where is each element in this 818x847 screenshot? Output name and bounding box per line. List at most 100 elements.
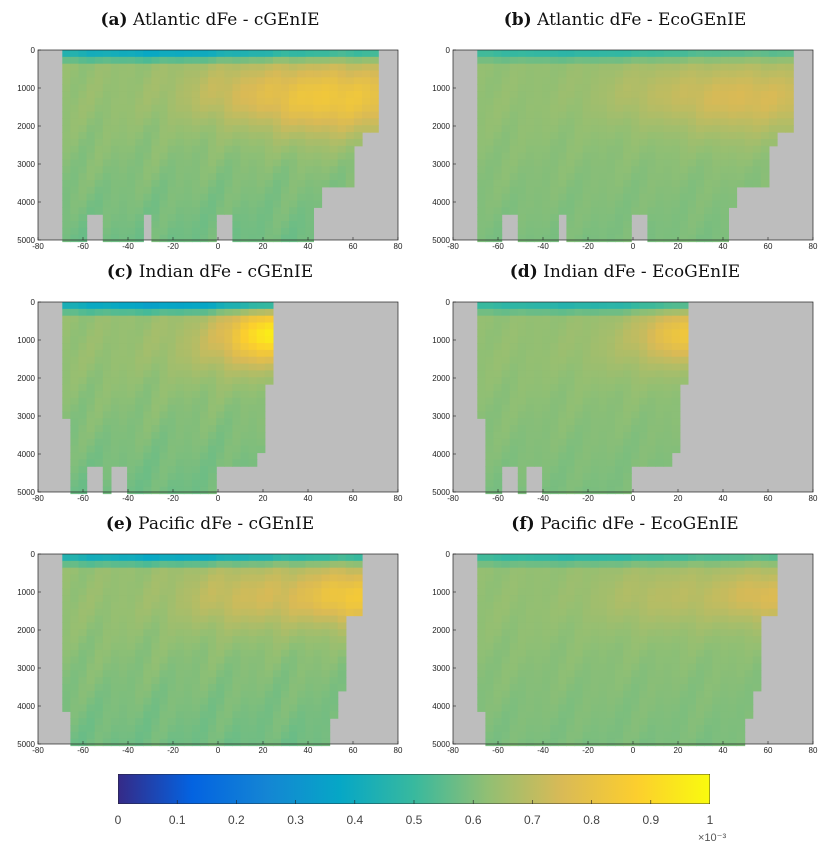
heatmap-cell <box>590 84 600 92</box>
heatmap-cell <box>135 690 144 699</box>
heatmap-cell <box>509 595 519 603</box>
heatmap-cell <box>110 343 120 351</box>
heatmap-cell <box>127 77 136 85</box>
heatmap-cell <box>159 397 169 406</box>
heatmap-cell <box>558 322 567 330</box>
heatmap-cell <box>558 725 567 733</box>
heatmap-cell <box>582 663 592 671</box>
heatmap-cell <box>550 336 559 344</box>
heatmap-cell <box>768 104 778 113</box>
heatmap-cell <box>191 200 201 208</box>
heatmap-cell <box>240 629 250 637</box>
heatmap-cell <box>752 63 762 72</box>
heatmap-cell <box>135 97 144 106</box>
heatmap-cell <box>558 486 567 495</box>
heatmap-cell <box>159 125 169 133</box>
heatmap-cell <box>297 649 306 658</box>
heatmap-cell <box>337 111 347 119</box>
heatmap-cell <box>337 554 347 562</box>
heatmap-cell <box>119 343 128 351</box>
heatmap-cell <box>127 343 136 351</box>
heatmap-cell <box>305 608 314 617</box>
heatmap-cell <box>558 438 567 447</box>
heatmap-cell <box>582 670 592 678</box>
heatmap-cell <box>216 132 225 140</box>
heatmap-cell <box>679 315 689 324</box>
heatmap-cell <box>485 221 495 229</box>
x-tick-label: -80 <box>447 242 459 251</box>
heatmap-cell <box>248 438 258 447</box>
heatmap-cell <box>62 63 71 72</box>
heatmap-cell <box>119 663 128 671</box>
heatmap-cell <box>550 50 559 58</box>
heatmap-cell <box>305 227 314 236</box>
heatmap-cell <box>119 200 128 208</box>
heatmap-cell <box>777 63 786 72</box>
heatmap-cell <box>70 329 80 337</box>
heatmap-cell <box>191 629 201 637</box>
heatmap-cell <box>501 111 511 119</box>
heatmap-cell <box>119 63 128 72</box>
heatmap-cell <box>501 459 511 467</box>
heatmap-cell <box>655 118 665 126</box>
y-tick-label: 2000 <box>17 626 35 635</box>
heatmap-cell <box>232 418 242 426</box>
heatmap-cell <box>102 179 112 188</box>
heatmap-cell <box>598 173 608 181</box>
heatmap-cell <box>151 683 161 692</box>
heatmap-cell <box>208 234 217 243</box>
heatmap-cell <box>606 608 616 617</box>
heatmap-cell <box>517 173 527 181</box>
heatmap-cell <box>679 363 689 371</box>
heatmap-cell <box>704 132 713 140</box>
heatmap-cell <box>224 390 233 399</box>
heatmap-cell <box>598 425 608 433</box>
heatmap-cell <box>167 411 177 419</box>
heatmap-cell <box>102 302 112 310</box>
heatmap-cell <box>337 622 347 630</box>
heatmap-cell <box>70 349 80 358</box>
heatmap-cell <box>272 221 282 229</box>
x-tick-label: -40 <box>537 242 549 251</box>
heatmap-cell <box>566 336 576 344</box>
heatmap-cell <box>590 574 600 582</box>
heatmap-cell <box>256 166 266 174</box>
heatmap-cell <box>509 677 519 685</box>
heatmap-cell <box>200 738 209 747</box>
heatmap-cell <box>248 595 258 603</box>
x-tick-label: -60 <box>77 242 89 251</box>
heatmap-cell <box>208 718 217 726</box>
heatmap-cell <box>224 425 233 433</box>
heatmap-cell <box>183 663 193 671</box>
heatmap-cell <box>542 690 551 699</box>
heatmap-cell <box>256 349 266 358</box>
heatmap-cell <box>631 50 640 58</box>
heatmap-cell <box>256 336 266 344</box>
heatmap-cell <box>305 97 314 106</box>
heatmap-cell <box>110 227 120 236</box>
heatmap-cell <box>119 50 128 58</box>
heatmap-cell <box>509 459 519 467</box>
heatmap-cell <box>671 118 681 126</box>
heatmap-cell <box>264 697 274 706</box>
heatmap-cell <box>704 111 713 119</box>
heatmap-cell <box>534 560 543 569</box>
heatmap-cell <box>86 50 96 58</box>
heatmap-cell <box>477 63 486 72</box>
heatmap-cell <box>704 77 713 85</box>
heatmap-cell <box>151 404 161 413</box>
heatmap-cell <box>183 404 193 413</box>
heatmap-cell <box>281 731 290 740</box>
heatmap-cell <box>687 84 697 92</box>
heatmap-cell <box>78 390 88 399</box>
heatmap-cell <box>485 459 495 467</box>
heatmap-cell <box>623 445 632 454</box>
x-tick-label: -20 <box>167 242 179 251</box>
heatmap-cell <box>119 302 128 310</box>
heatmap-cell <box>582 363 592 371</box>
heatmap-cell <box>272 663 282 671</box>
heatmap-cell <box>183 97 193 106</box>
heatmap-cell <box>102 608 112 617</box>
heatmap-cell <box>777 56 786 65</box>
heatmap-cell <box>785 104 794 113</box>
